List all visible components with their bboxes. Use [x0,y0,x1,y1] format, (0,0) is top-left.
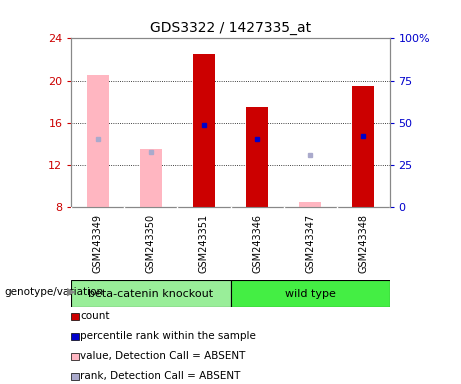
Text: rank, Detection Call = ABSENT: rank, Detection Call = ABSENT [80,371,241,381]
Text: GSM243350: GSM243350 [146,214,156,273]
Title: GDS3322 / 1427335_at: GDS3322 / 1427335_at [150,21,311,35]
Bar [230,280,390,307]
Text: value, Detection Call = ABSENT: value, Detection Call = ABSENT [80,351,245,361]
Bar [140,149,161,207]
Bar [352,86,373,207]
Text: wild type: wild type [284,289,336,299]
Text: percentile rank within the sample: percentile rank within the sample [80,331,256,341]
Text: GSM243348: GSM243348 [358,214,368,273]
Text: GSM243351: GSM243351 [199,214,209,273]
Bar [299,202,320,207]
Text: genotype/variation: genotype/variation [5,287,104,297]
Bar [193,54,214,207]
Text: GSM243347: GSM243347 [305,214,315,273]
Text: GSM243349: GSM243349 [93,214,103,273]
Text: ▶: ▶ [67,287,75,297]
Text: GSM243346: GSM243346 [252,214,262,273]
Bar [87,75,108,207]
Bar [71,280,230,307]
Bar [246,107,267,207]
Text: beta-catenin knockout: beta-catenin knockout [89,289,213,299]
Text: count: count [80,311,110,321]
